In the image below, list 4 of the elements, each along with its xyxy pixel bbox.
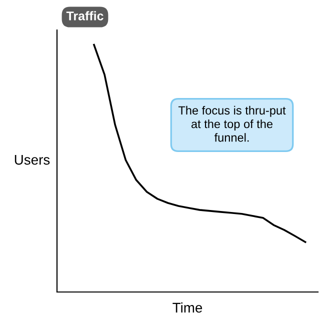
annotation: The focus is thru-put at the top of the funnel. [178, 106, 286, 142]
text: Traffic [66, 11, 104, 20]
y-axis-title: Users [14, 155, 50, 165]
x-axis-title: Time [172, 302, 202, 313]
